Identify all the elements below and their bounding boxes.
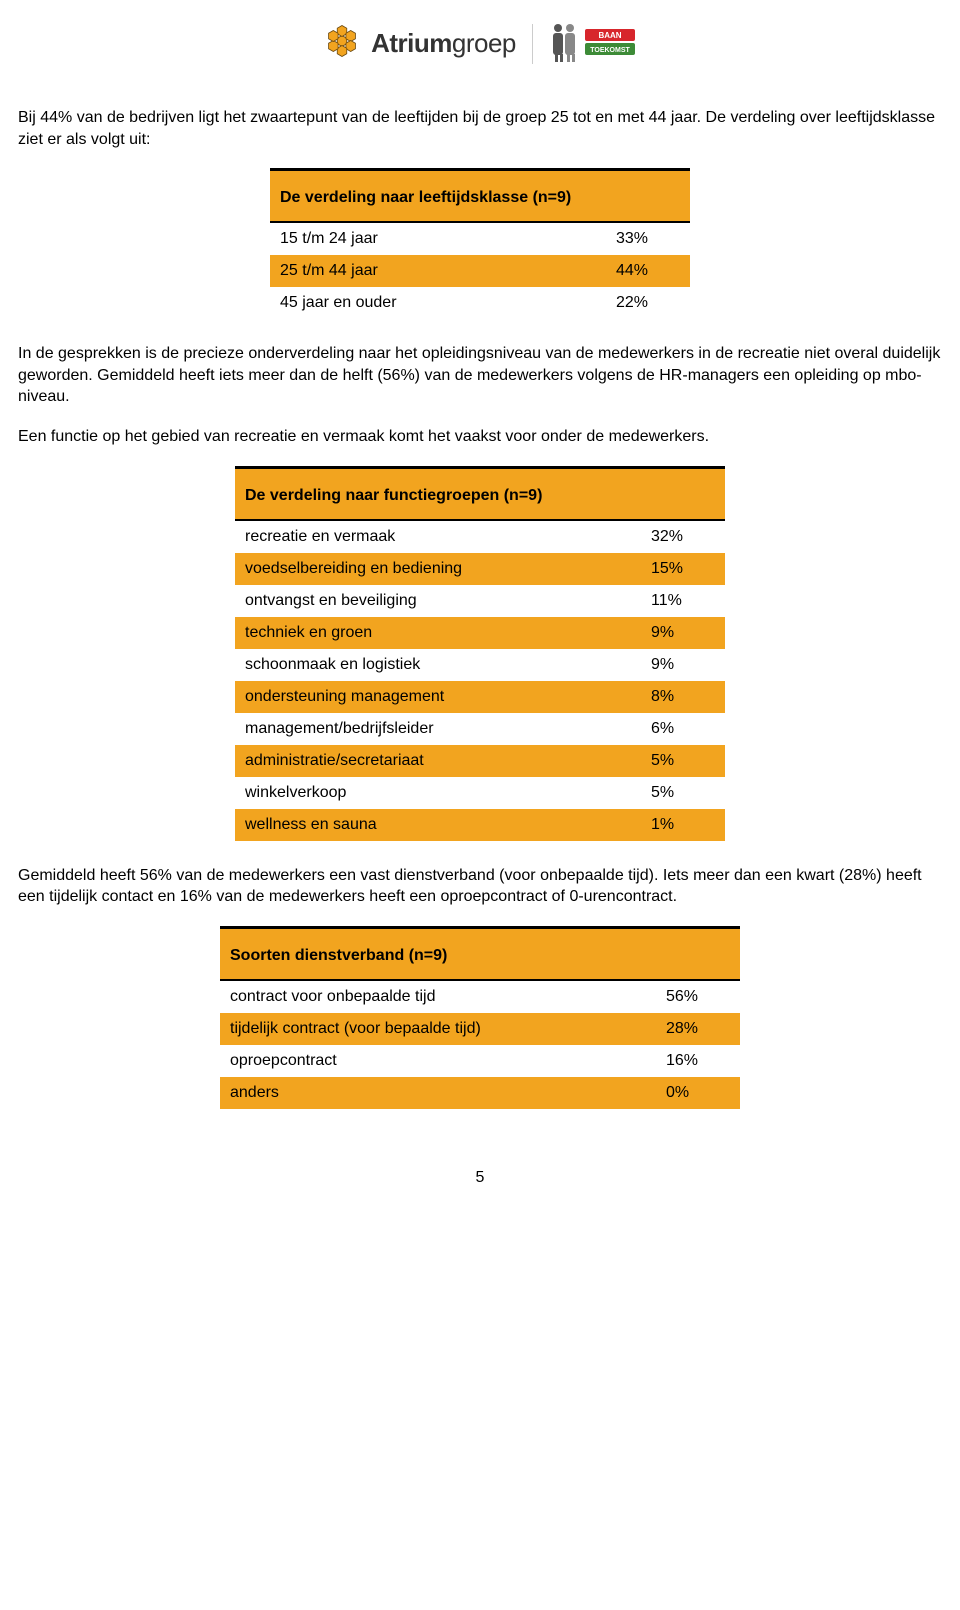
logo-divider [532,24,533,64]
table-row: ondersteuning management8% [235,681,725,713]
row-value: 0% [656,1077,740,1109]
table-row: wellness en sauna1% [235,809,725,841]
paragraph-3: Een functie op het gebied van recreatie … [18,426,942,448]
row-value: 28% [656,1013,740,1045]
page-header: Atriumgroep BAAN [0,0,960,77]
table-row: anders0% [220,1077,740,1109]
row-label: 45 jaar en ouder [270,287,606,319]
row-value: 9% [641,649,725,681]
row-label: wellness en sauna [235,809,641,841]
paragraph-4: Gemiddeld heeft 56% van de medewerkers e… [18,865,942,908]
table-row: 45 jaar en ouder22% [270,287,690,319]
table-row: techniek en groen9% [235,617,725,649]
row-label: 25 t/m 44 jaar [270,255,606,287]
table-title: Soorten dienstverband (n=9) [220,929,740,980]
table-row: voedselbereiding en bediening15% [235,553,725,585]
hex-cluster-icon [323,24,361,63]
row-label: 15 t/m 24 jaar [270,223,606,255]
row-value: 22% [606,287,690,319]
table-age-distribution: De verdeling naar leeftijdsklasse (n=9)1… [270,168,690,319]
table-title: De verdeling naar leeftijdsklasse (n=9) [270,171,690,222]
secondary-logo: BAAN TOEKOMST [549,20,637,67]
row-label: management/bedrijfsleider [235,713,641,745]
logo-word-bold: Atrium [371,28,452,58]
row-value: 5% [641,745,725,777]
row-value: 16% [656,1045,740,1077]
row-label: anders [220,1077,656,1109]
row-label: recreatie en vermaak [235,521,641,553]
table-row: winkelverkoop5% [235,777,725,809]
paragraph-1: Bij 44% van de bedrijven ligt het zwaart… [18,107,942,150]
logo-wordmark: Atriumgroep [371,28,516,59]
row-label: techniek en groen [235,617,641,649]
row-value: 56% [656,981,740,1013]
table-row: management/bedrijfsleider6% [235,713,725,745]
row-label: voedselbereiding en bediening [235,553,641,585]
badge-icon: BAAN TOEKOMST [583,23,637,64]
row-label: winkelverkoop [235,777,641,809]
table-row: oproepcontract16% [220,1045,740,1077]
people-icon [549,20,579,67]
row-label: tijdelijk contract (voor bepaalde tijd) [220,1013,656,1045]
row-value: 9% [641,617,725,649]
row-value: 15% [641,553,725,585]
row-value: 32% [641,521,725,553]
row-value: 8% [641,681,725,713]
svg-text:TOEKOMST: TOEKOMST [590,47,630,54]
logo-word-light: groep [452,28,516,58]
row-value: 44% [606,255,690,287]
table-row: tijdelijk contract (voor bepaalde tijd)2… [220,1013,740,1045]
svg-text:BAAN: BAAN [598,31,621,40]
content: Bij 44% van de bedrijven ligt het zwaart… [0,77,960,1187]
page-number: 5 [18,1169,942,1187]
row-label: ontvangst en beveiliging [235,585,641,617]
row-label: administratie/secretariaat [235,745,641,777]
row-value: 6% [641,713,725,745]
table-row: 15 t/m 24 jaar33% [270,223,690,255]
row-value: 5% [641,777,725,809]
row-label: oproepcontract [220,1045,656,1077]
row-value: 1% [641,809,725,841]
table-row: recreatie en vermaak32% [235,521,725,553]
row-label: schoonmaak en logistiek [235,649,641,681]
table-row: contract voor onbepaalde tijd56% [220,981,740,1013]
row-value: 11% [641,585,725,617]
page: Atriumgroep BAAN [0,0,960,1227]
row-label: contract voor onbepaalde tijd [220,981,656,1013]
paragraph-2: In de gesprekken is de precieze onderver… [18,343,942,408]
table-row: ontvangst en beveiliging11% [235,585,725,617]
table-row: administratie/secretariaat5% [235,745,725,777]
row-label: ondersteuning management [235,681,641,713]
table-function-groups: De verdeling naar functiegroepen (n=9)re… [235,466,725,841]
table-title: De verdeling naar functiegroepen (n=9) [235,469,725,520]
table-row: schoonmaak en logistiek9% [235,649,725,681]
row-value: 33% [606,223,690,255]
table-row: 25 t/m 44 jaar44% [270,255,690,287]
logo-group: Atriumgroep BAAN [323,20,637,67]
table-contract-types: Soorten dienstverband (n=9)contract voor… [220,926,740,1109]
